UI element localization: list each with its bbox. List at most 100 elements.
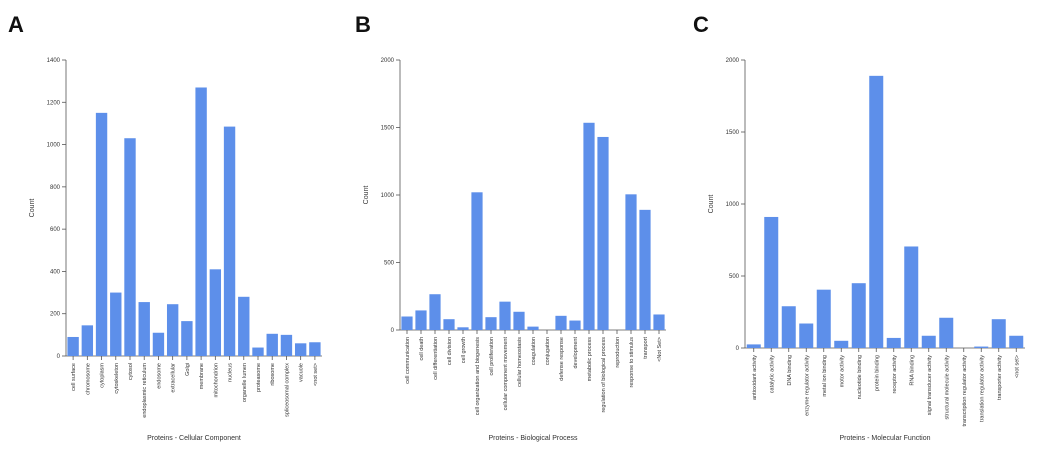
x-tick-label: coagulation	[531, 337, 537, 365]
y-tick-label: 800	[50, 185, 61, 191]
y-axis-title: Count	[363, 186, 370, 205]
x-tick-label: metal ion binding	[822, 355, 828, 397]
panel-label: A	[8, 12, 24, 37]
x-tick-label: cell organization and biogenesis	[475, 337, 481, 416]
bar	[95, 112, 108, 356]
x-tick-label: spliceosomal complex	[284, 363, 290, 417]
bar	[569, 320, 581, 330]
bar	[639, 209, 651, 330]
x-tick-label: mitochondrion	[213, 363, 219, 398]
x-tick-label: endoplasmic reticulum	[142, 363, 148, 418]
y-tick-label: 200	[50, 312, 61, 318]
x-tick-label: catalytic activity	[769, 355, 775, 393]
x-tick-label: proteasome	[256, 363, 262, 392]
x-tick-label: response to stimulus	[629, 337, 635, 388]
x-tick-label: transport	[643, 337, 649, 359]
bar	[485, 317, 497, 330]
bar	[238, 296, 250, 356]
bar	[886, 337, 901, 348]
x-tick-label: development	[573, 337, 579, 369]
x-tick-label: antioxidant activity	[752, 355, 758, 400]
x-tick-label: cell surface	[71, 363, 77, 391]
bar	[195, 87, 207, 356]
x-tick-label: enzyme regulator activity	[804, 355, 810, 416]
y-tick-label: 600	[50, 227, 61, 233]
x-tick-label: nucleus	[228, 363, 234, 382]
bar	[401, 316, 413, 330]
y-tick-label: 0	[391, 328, 395, 334]
x-tick-label: nucleotide binding	[857, 355, 863, 399]
y-axis-title: Count	[708, 195, 715, 214]
x-tick-label: ribosome	[270, 363, 276, 386]
bar	[939, 317, 954, 348]
x-axis-title: Proteins - Cellular Component	[147, 435, 241, 442]
bar	[152, 332, 165, 356]
y-tick-label: 500	[729, 274, 740, 280]
y-tick-label: 1500	[381, 126, 395, 132]
bar	[415, 310, 427, 330]
bar	[309, 342, 321, 356]
y-tick-label: 0	[736, 346, 740, 352]
bar	[294, 343, 307, 356]
y-tick-label: 2000	[726, 58, 740, 64]
y-tick-label: 0	[57, 354, 61, 360]
x-tick-label: signal transducer activity	[927, 355, 933, 415]
bar	[869, 75, 884, 348]
x-tick-label: <Not Set>	[657, 337, 663, 362]
bar	[124, 138, 136, 356]
x-tick-label: translation regulator activity	[979, 355, 985, 422]
bar	[457, 327, 469, 330]
x-tick-label: motor activity	[839, 355, 845, 388]
bar	[138, 302, 150, 356]
bar	[252, 347, 264, 356]
x-tick-label: vacuole	[299, 363, 305, 382]
x-tick-label: cellular component movement	[503, 337, 509, 411]
bar	[429, 294, 441, 330]
x-tick-label: extracellular	[171, 363, 177, 393]
bar	[67, 336, 79, 356]
bar	[781, 306, 796, 348]
x-tick-label: endosome	[156, 363, 162, 389]
bar	[181, 321, 193, 356]
y-tick-label: 1200	[47, 100, 61, 106]
x-tick-label: reproduction	[615, 337, 621, 368]
x-tick-label: cytosol	[128, 363, 134, 380]
bar	[471, 192, 483, 330]
bar	[764, 216, 779, 348]
y-tick-label: 400	[50, 269, 61, 275]
x-tick-label: defense response	[559, 337, 565, 381]
y-tick-label: 1000	[726, 202, 740, 208]
y-tick-label: 1400	[47, 58, 61, 64]
x-tick-label: regulation of biological process	[601, 337, 607, 413]
x-tick-label: receptor activity	[892, 355, 898, 394]
bar	[653, 314, 665, 330]
bar	[799, 323, 814, 348]
x-tick-label: <not set>	[313, 363, 319, 386]
x-tick-label: cytoplasm	[100, 363, 106, 388]
x-tick-label: cell division	[447, 337, 453, 365]
bar	[834, 340, 849, 348]
bar	[443, 319, 455, 330]
bar	[209, 269, 222, 356]
panel-label: C	[693, 12, 709, 37]
bar	[816, 289, 831, 348]
x-tick-label: membrane	[199, 363, 205, 389]
bar	[280, 334, 293, 356]
y-tick-label: 2000	[381, 58, 395, 64]
bar	[1009, 335, 1024, 348]
x-tick-label: transcription regulator activity	[962, 355, 968, 427]
bar	[851, 283, 866, 348]
x-tick-label: cell communication	[405, 337, 411, 384]
y-tick-label: 1000	[47, 143, 61, 149]
bar	[904, 246, 919, 348]
bar	[583, 122, 595, 331]
x-tick-label: RNA binding	[909, 355, 915, 386]
bar	[555, 315, 567, 330]
x-axis-title: Proteins - Molecular Function	[839, 435, 930, 442]
bar	[527, 326, 539, 330]
y-tick-label: 1500	[726, 130, 740, 136]
y-tick-label: 1000	[381, 193, 395, 199]
bar	[746, 344, 761, 348]
x-tick-label: organelle lumen	[242, 363, 248, 402]
